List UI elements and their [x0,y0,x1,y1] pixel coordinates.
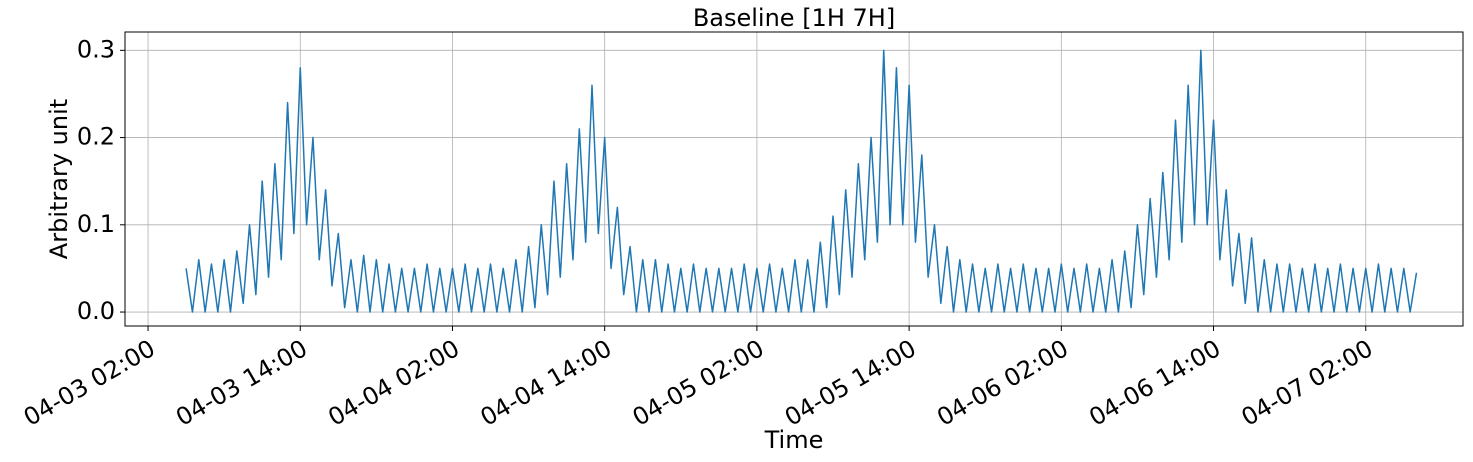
y-tick-label: 0.3 [77,35,115,63]
x-tick-label: 04-05 14:00 [780,334,921,432]
y-axis-label: Arbitrary unit [45,99,73,259]
x-tick-label: 04-05 02:00 [628,334,769,432]
y-tick-label: 0.2 [77,123,115,151]
plot-frame [124,31,1464,327]
x-tick-label: 04-06 02:00 [932,334,1073,432]
chart-title: Baseline [1H 7H] [693,4,895,32]
x-axis-label: Time [764,426,824,454]
x-tick-label: 04-03 02:00 [19,334,160,432]
y-tick-label: 0.0 [77,297,115,325]
x-tick-label: 04-07 02:00 [1237,334,1378,432]
x-tick-label: 04-04 14:00 [476,334,617,432]
x-tick-label: 04-06 14:00 [1084,334,1225,432]
x-tick-label: 04-03 14:00 [171,334,312,432]
y-tick-label: 0.1 [77,210,115,238]
data-line [185,49,1418,313]
x-tick-label: 04-04 02:00 [323,334,464,432]
